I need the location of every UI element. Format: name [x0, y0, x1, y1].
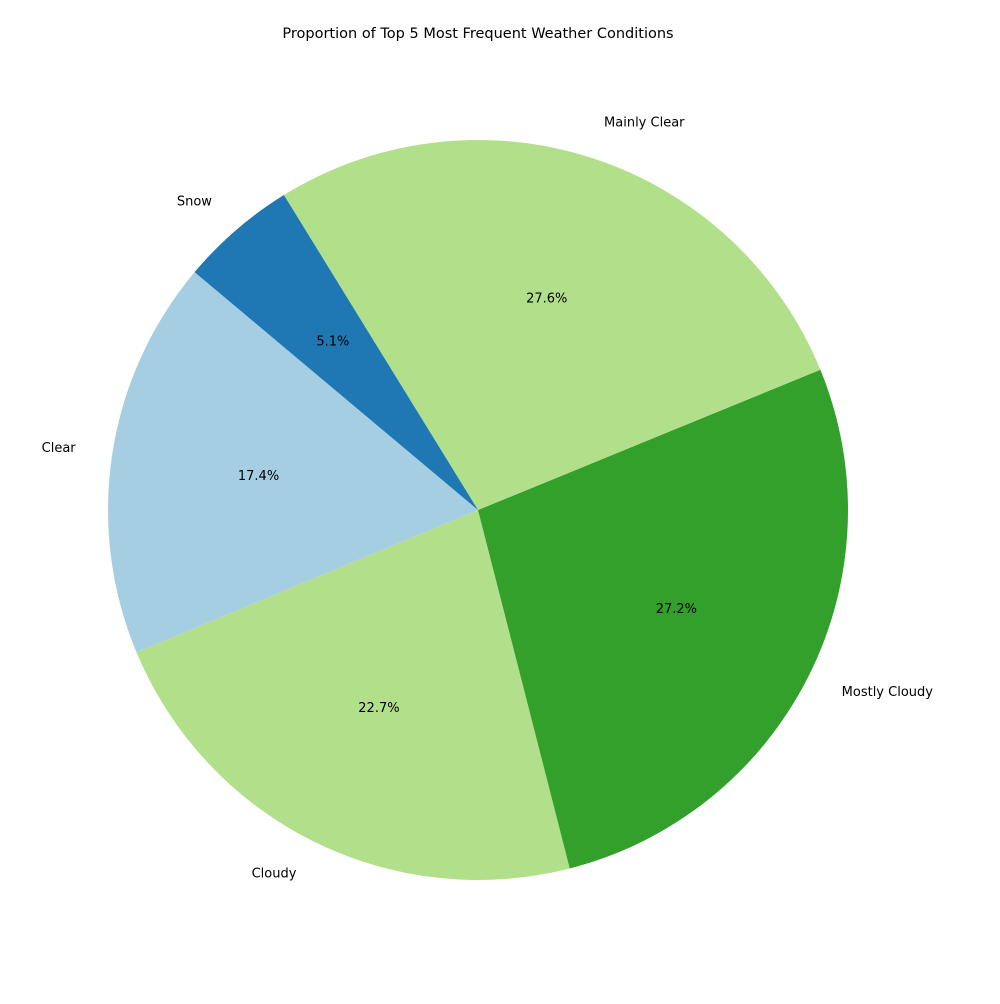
pie-labels: Clear 17.4% Cloudy 22.7% Mostly Cloudy 27.2% M… — [42, 116, 934, 882]
slice-label-mostly-cloudy: Mostly Cloudy — [842, 685, 934, 700]
pie-slice-snow — [194, 194, 479, 510]
pie-slices — [107, 139, 848, 880]
slice-label-clear: Clear — [42, 441, 77, 456]
slice-percent-mostly-cloudy: 27.2% — [656, 602, 697, 617]
slice-percent-cloudy: 22.7% — [358, 701, 399, 716]
slice-percent-clear: 17.4% — [238, 469, 279, 484]
pie-slice-mainly-clear — [283, 139, 821, 510]
pie-slice-mostly-cloudy — [478, 369, 848, 869]
chart-title: Proportion of Top 5 Most Frequent Weathe… — [282, 26, 673, 42]
slice-percent-mainly-clear: 27.6% — [526, 291, 567, 306]
pie-slice-cloudy — [136, 510, 570, 880]
slice-percent-snow: 5.1% — [316, 334, 349, 349]
slice-label-snow: Snow — [177, 194, 212, 209]
pie-slice-clear — [107, 272, 478, 653]
slice-label-cloudy: Cloudy — [252, 867, 297, 882]
slice-label-mainly-clear: Mainly Clear — [604, 116, 685, 131]
